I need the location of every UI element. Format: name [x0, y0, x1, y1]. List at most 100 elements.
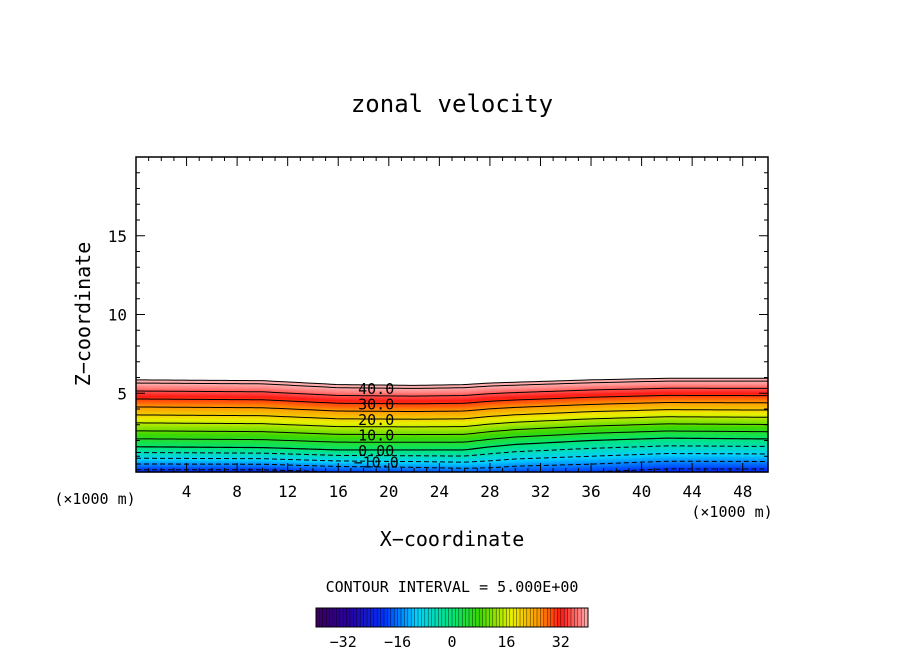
colorbar-frame [315, 607, 589, 628]
colorbar-swatch [384, 608, 388, 627]
contour-lines [135, 377, 769, 473]
colorbar-swatch [343, 608, 347, 627]
x-tick-label: 16 [329, 482, 348, 501]
colorbar-swatch [407, 608, 412, 627]
colorbar-swatch [499, 608, 504, 627]
contour-line [135, 416, 769, 428]
colorbar-swatch [526, 608, 531, 627]
colorbar-tick-label: 0 [447, 633, 456, 651]
contour-label: 30.0 [358, 396, 394, 414]
colorbar-swatch [390, 608, 395, 627]
colorbar-swatch [367, 608, 371, 627]
contour-line [136, 468, 768, 473]
contour-line [135, 423, 769, 436]
x-unit-right: (×1000 m) [691, 503, 772, 521]
colorbar: −32 −16 0 16 32 [315, 607, 589, 651]
colorbar-swatch [356, 608, 361, 627]
colorbar-swatch [475, 608, 480, 627]
colorbar-swatch [543, 608, 548, 627]
colorbar-swatch [418, 608, 422, 627]
colorbar-swatch [373, 608, 378, 627]
colorbar-swatch [503, 608, 507, 627]
colorbar-swatch [520, 608, 524, 627]
colorbar-swatch [567, 608, 572, 627]
x-tick-label: 28 [480, 482, 499, 501]
contour-line [135, 402, 769, 413]
contour-interval-note: CONTOUR INTERVAL = 5.000E+00 [326, 578, 579, 596]
colorbar-swatch [537, 608, 541, 627]
colorbar-swatch [411, 608, 415, 627]
colorbar-swatch [360, 608, 364, 627]
contour-labels: 40.030.020.010.00.00−10.0 [354, 380, 399, 471]
colorbar-swatch [404, 608, 409, 627]
colorbar-tick-label: −32 [330, 633, 357, 651]
colorbar-swatch [377, 608, 381, 627]
colorbar-swatch [322, 608, 327, 627]
colorbar-swatch [458, 608, 463, 627]
contour-line [135, 437, 769, 451]
x-tick-label: 4 [182, 482, 192, 501]
colorbar-swatch [326, 608, 330, 627]
colorbar-swatch [574, 608, 579, 627]
colorbar-swatch [492, 608, 497, 627]
colorbar-swatch [469, 608, 473, 627]
colorbar-swatch [486, 608, 490, 627]
colorbar-swatch [353, 608, 358, 627]
colorbar-swatch [431, 608, 436, 627]
colorbar-swatch [581, 608, 585, 627]
x-tick-label: 20 [379, 482, 398, 501]
contour-line [135, 377, 768, 386]
x-tick-label: 32 [531, 482, 550, 501]
colorbar-swatch [380, 608, 385, 627]
colorbar-swatch [506, 608, 511, 627]
colorbar-swatch [530, 608, 534, 627]
x-tick-label: 40 [632, 482, 651, 501]
y-tick-label: 5 [117, 384, 127, 403]
chart-title: zonal velocity [351, 90, 553, 118]
colorbar-tick-label: −16 [384, 633, 411, 651]
x-unit-left: (×1000 m) [54, 490, 135, 508]
colorbar-swatch [550, 608, 555, 627]
colorbar-swatch [513, 608, 517, 627]
colorbar-swatch [441, 608, 446, 627]
colorbar-swatch [509, 608, 514, 627]
colorbar-swatch [438, 608, 443, 627]
colorbar-swatch [435, 608, 439, 627]
contour-label: 10.0 [358, 427, 394, 445]
colorbar-swatch [445, 608, 449, 627]
contour-line [135, 453, 769, 463]
colorbar-swatch [394, 608, 398, 627]
contour-field [136, 378, 769, 473]
colorbar-swatch [424, 608, 429, 627]
x-tick-label: 12 [278, 482, 297, 501]
colorbar-swatch [333, 608, 337, 627]
colorbar-swatch [397, 608, 402, 627]
x-tick-label: 48 [733, 482, 752, 501]
colorbar-swatch [387, 608, 392, 627]
contour-line [135, 430, 769, 443]
y-axis-label: Z−coordinate [71, 242, 95, 387]
contour-label: −10.0 [354, 453, 399, 471]
contour-label: 0.00 [358, 442, 394, 460]
colorbar-swatch [465, 608, 470, 627]
colorbar-swatch [496, 608, 500, 627]
colorbar-swatch [571, 608, 575, 627]
colorbar-swatch [472, 608, 477, 627]
colorbar-swatch [584, 608, 589, 627]
colorbar-swatch [554, 608, 558, 627]
contour-label: 20.0 [358, 411, 394, 429]
x-axis-label: X−coordinate [380, 527, 525, 551]
colorbar-swatch [350, 608, 354, 627]
colorbar-swatch [363, 608, 368, 627]
contour-line [135, 409, 769, 420]
contour-label: 40.0 [358, 380, 394, 398]
contour-line [135, 394, 769, 405]
x-tick-label: 36 [581, 482, 600, 501]
colorbar-swatch [523, 608, 528, 627]
x-tick-label: 44 [683, 482, 702, 501]
colorbar-swatch [455, 608, 460, 627]
colorbar-swatch [564, 608, 568, 627]
colorbar-swatch [428, 608, 432, 627]
